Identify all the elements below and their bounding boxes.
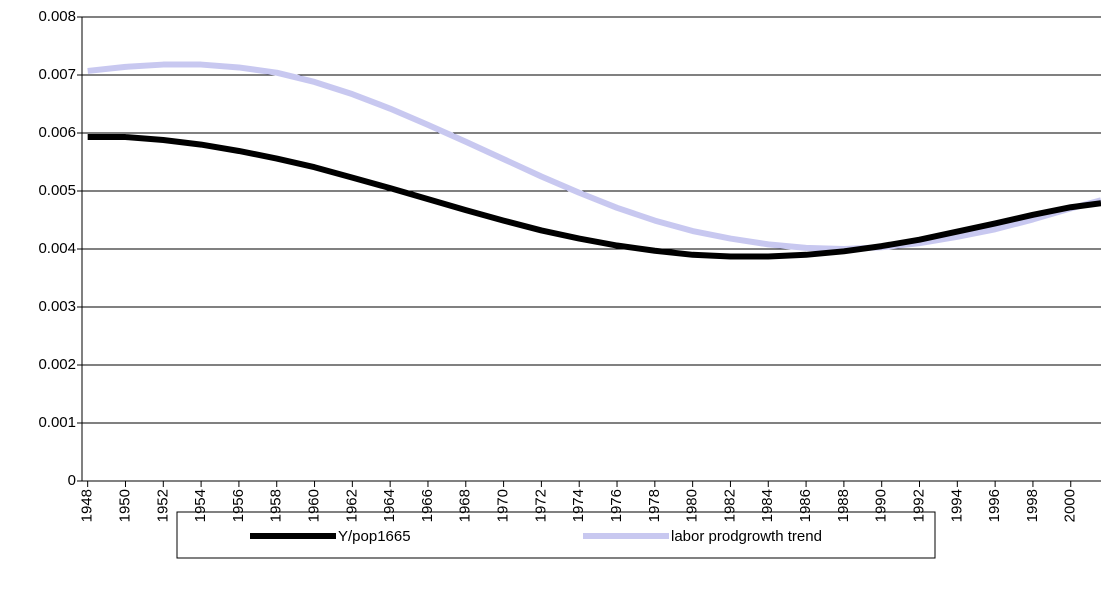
x-tick-label: 1966 bbox=[419, 489, 436, 522]
x-tick-label: 1982 bbox=[721, 489, 738, 522]
x-tick-label: 1952 bbox=[154, 489, 171, 522]
x-tick-label: 1950 bbox=[116, 489, 133, 522]
x-tick-label: 1972 bbox=[532, 489, 549, 522]
x-tick-label: 2000 bbox=[1062, 489, 1079, 522]
y-tick-label: 0.008 bbox=[38, 8, 76, 25]
y-tick-label: 0.002 bbox=[38, 356, 76, 373]
x-tick-label: 1954 bbox=[192, 489, 209, 522]
x-tick-label: 1988 bbox=[835, 489, 852, 522]
y-tick-label: 0.004 bbox=[38, 240, 76, 257]
x-tick-label: 1968 bbox=[457, 489, 474, 522]
x-tick-label: 1962 bbox=[343, 489, 360, 522]
x-tick-label: 1998 bbox=[1024, 489, 1041, 522]
y-tick-label: 0 bbox=[68, 472, 76, 489]
x-tick-label: 1996 bbox=[986, 489, 1003, 522]
legend-label: Y/pop1665 bbox=[338, 528, 411, 545]
series-line bbox=[87, 61, 1101, 252]
x-tick-label: 1960 bbox=[306, 489, 323, 522]
x-tick-label: 1958 bbox=[268, 489, 285, 522]
x-tick-label: 1964 bbox=[381, 489, 398, 522]
x-tick-label: 1986 bbox=[797, 489, 814, 522]
y-tick-label: 0.005 bbox=[38, 182, 76, 199]
series-line bbox=[87, 134, 1101, 260]
x-tick-label: 1956 bbox=[230, 489, 247, 522]
x-tick-label: 1974 bbox=[570, 489, 587, 522]
x-tick-label: 1984 bbox=[759, 489, 776, 522]
x-tick-label: 1976 bbox=[608, 489, 625, 522]
x-tick-label: 1948 bbox=[79, 489, 96, 522]
x-tick-label: 1992 bbox=[910, 489, 927, 522]
y-tick-label: 0.001 bbox=[38, 414, 76, 431]
y-tick-label: 0.006 bbox=[38, 124, 76, 141]
x-tick-label: 1990 bbox=[873, 489, 890, 522]
y-tick-label: 0.007 bbox=[38, 66, 76, 83]
legend-label: labor prodgrowth trend bbox=[671, 528, 822, 545]
x-tick-label: 1978 bbox=[646, 489, 663, 522]
y-tick-label: 0.003 bbox=[38, 298, 76, 315]
x-tick-label: 1980 bbox=[684, 489, 701, 522]
x-tick-label: 1970 bbox=[495, 489, 512, 522]
x-tick-label: 1994 bbox=[948, 489, 965, 522]
